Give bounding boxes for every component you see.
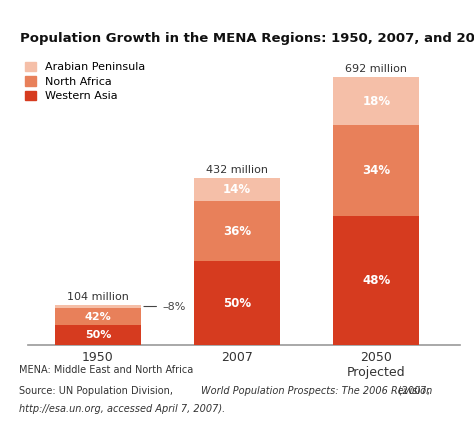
- Text: 48%: 48%: [362, 274, 391, 288]
- Bar: [194, 261, 280, 345]
- Text: Population Growth in the MENA Regions: 1950, 2007, and 2050: Population Growth in the MENA Regions: 1…: [20, 32, 474, 45]
- Text: –8%: –8%: [144, 301, 185, 312]
- Text: 18%: 18%: [362, 95, 391, 108]
- Text: 50%: 50%: [85, 330, 111, 340]
- Text: 104 million: 104 million: [67, 292, 129, 302]
- Bar: [55, 305, 141, 308]
- Text: 432 million: 432 million: [206, 165, 268, 175]
- Bar: [333, 125, 419, 216]
- Text: 692 million: 692 million: [345, 64, 407, 74]
- Text: 14%: 14%: [223, 183, 251, 196]
- Text: 50%: 50%: [223, 297, 251, 310]
- Text: http://esa.un.org, accessed April 7, 2007).: http://esa.un.org, accessed April 7, 200…: [19, 404, 225, 414]
- Text: (2007;: (2007;: [395, 386, 430, 396]
- Legend: Arabian Peninsula, North Africa, Western Asia: Arabian Peninsula, North Africa, Western…: [26, 62, 146, 101]
- Text: 34%: 34%: [362, 164, 391, 177]
- Bar: [55, 308, 141, 325]
- Bar: [333, 77, 419, 125]
- Text: Source: UN Population Division,: Source: UN Population Division,: [19, 386, 176, 396]
- Bar: [194, 178, 280, 201]
- Text: 42%: 42%: [85, 312, 111, 322]
- Text: World Population Prospects: The 2006 Revision: World Population Prospects: The 2006 Rev…: [201, 386, 433, 396]
- Bar: [333, 216, 419, 345]
- Text: 36%: 36%: [223, 225, 251, 238]
- Bar: [55, 325, 141, 345]
- Bar: [194, 201, 280, 261]
- Text: MENA: Middle East and North Africa: MENA: Middle East and North Africa: [19, 365, 193, 375]
